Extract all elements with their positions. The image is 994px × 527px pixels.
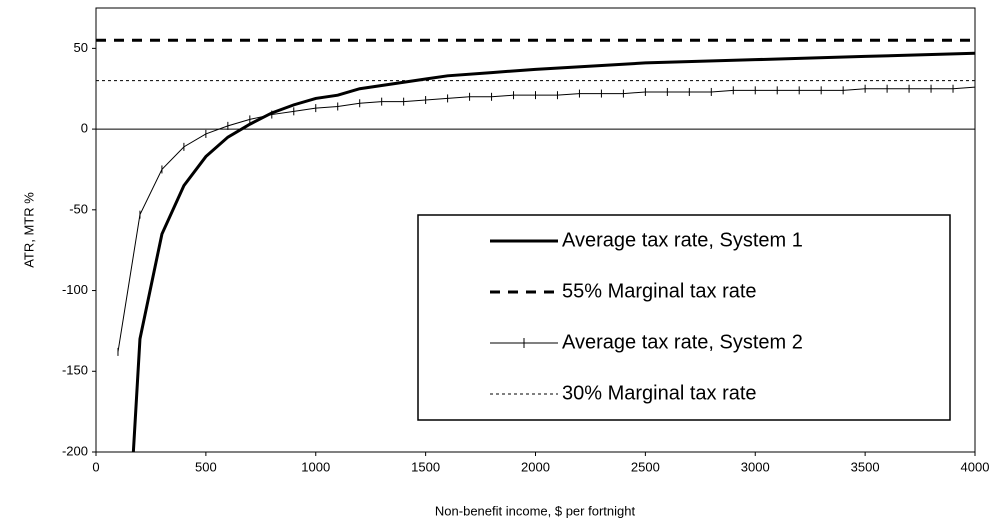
series-group xyxy=(96,38,975,452)
legend-label: Average tax rate, System 2 xyxy=(562,331,803,353)
y-tick-label: -200 xyxy=(62,443,88,458)
y-tick-label: 0 xyxy=(81,121,88,136)
series-line xyxy=(117,86,975,352)
x-tick-label: 1500 xyxy=(411,459,440,474)
y-tick-label: 50 xyxy=(74,40,88,55)
x-tick-label: 4000 xyxy=(961,459,990,474)
y-tick-label: -100 xyxy=(62,282,88,297)
legend-label: Average tax rate, System 1 xyxy=(562,229,803,251)
legend: Average tax rate, System 1 55% Marginal t… xyxy=(417,214,951,421)
x-tick-label: 3000 xyxy=(741,459,770,474)
x-tick-label: 0 xyxy=(92,459,99,474)
y-axis-label: ATR, MTR % xyxy=(21,192,36,268)
y-tick-label: -150 xyxy=(62,363,88,378)
x-tick-label: 500 xyxy=(195,459,217,474)
y-tick-label: -50 xyxy=(69,201,88,216)
legend-label: 55% Marginal tax rate xyxy=(562,280,757,302)
x-axis-label: Non-benefit income, $ per fortnight xyxy=(435,503,636,518)
x-tick-label: 1000 xyxy=(301,459,330,474)
x-tick-label: 2000 xyxy=(521,459,550,474)
x-tick-label: 3500 xyxy=(851,459,880,474)
series-line xyxy=(131,51,975,452)
legend-box xyxy=(417,214,951,421)
legend-label: 30% Marginal tax rate xyxy=(562,382,757,404)
x-tick-label: 2500 xyxy=(631,459,660,474)
